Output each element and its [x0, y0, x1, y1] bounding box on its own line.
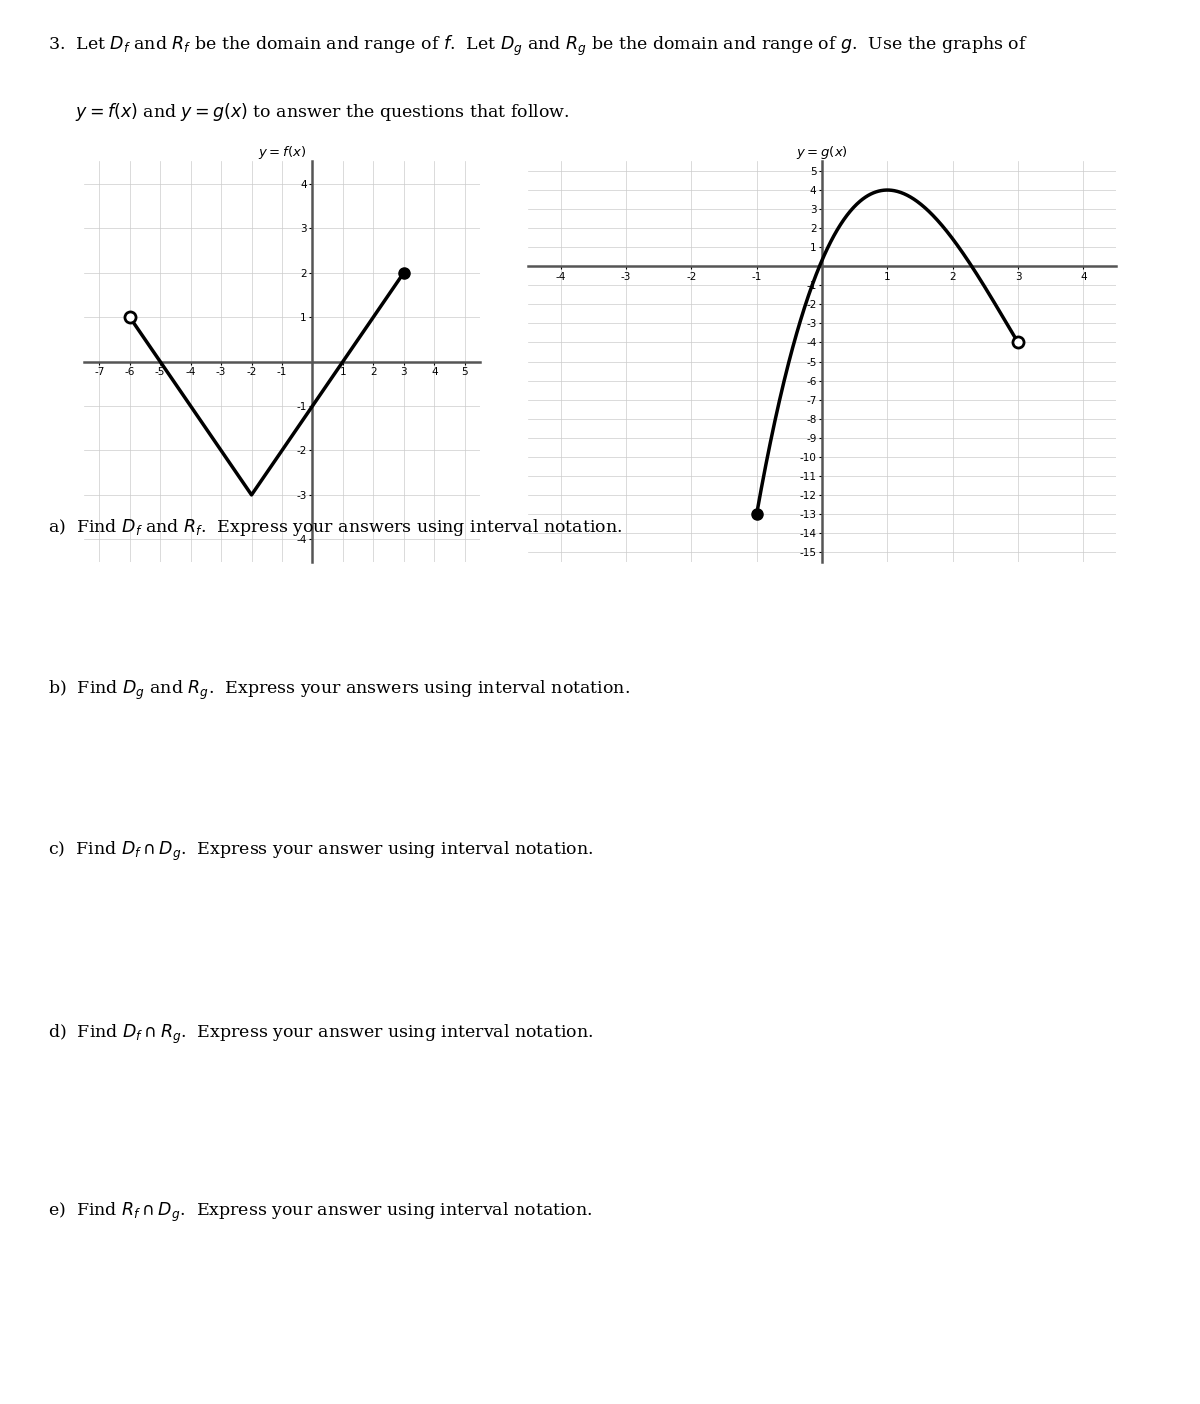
- Text: d)  Find $D_f \cap R_g$.  Express your answer using interval notation.: d) Find $D_f \cap R_g$. Express your ans…: [48, 1022, 593, 1046]
- Text: c)  Find $D_f \cap D_g$.  Express your answer using interval notation.: c) Find $D_f \cap D_g$. Express your ans…: [48, 840, 593, 863]
- Text: $y = f(x)$ and $y = g(x)$ to answer the questions that follow.: $y = f(x)$ and $y = g(x)$ to answer the …: [48, 101, 570, 124]
- Text: 3.  Let $D_f$ and $R_f$ be the domain and range of $f$.  Let $D_g$ and $R_g$ be : 3. Let $D_f$ and $R_f$ be the domain and…: [48, 34, 1027, 58]
- Text: b)  Find $D_g$ and $R_g$.  Express your answers using interval notation.: b) Find $D_g$ and $R_g$. Express your an…: [48, 680, 630, 702]
- Title: $y = f(x)$: $y = f(x)$: [258, 145, 306, 161]
- Title: $y = g(x)$: $y = g(x)$: [796, 145, 848, 161]
- Text: e)  Find $R_f \cap D_g$.  Express your answer using interval notation.: e) Find $R_f \cap D_g$. Express your ans…: [48, 1202, 593, 1224]
- Text: a)  Find $D_f$ and $R_f$.  Express your answers using interval notation.: a) Find $D_f$ and $R_f$. Express your an…: [48, 517, 623, 538]
